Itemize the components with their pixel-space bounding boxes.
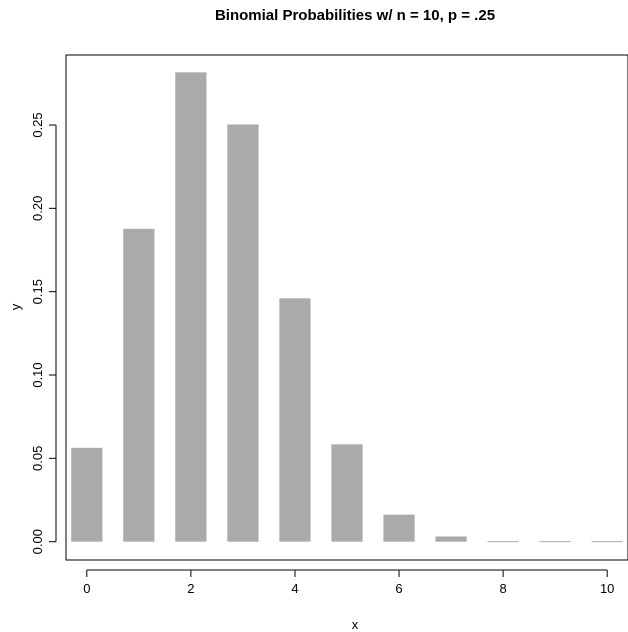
y-tick-label-0.10: 0.10 <box>30 362 45 387</box>
y-axis-label: y <box>8 303 23 310</box>
x-tick-label-2: 2 <box>187 581 194 596</box>
y-tick-label-0.15: 0.15 <box>30 279 45 304</box>
bar-x-1 <box>123 228 155 542</box>
bar-x-0 <box>71 447 103 542</box>
chart-title: Binomial Probabilities w/ n = 10, p = .2… <box>215 7 495 24</box>
x-tick-label-10: 10 <box>600 581 614 596</box>
bar-x-2 <box>175 72 207 542</box>
bars-group <box>71 72 623 543</box>
x-axis: 0 2 4 6 8 10 <box>83 569 614 596</box>
plot-frame <box>65 54 628 561</box>
x-tick-label-0: 0 <box>83 581 90 596</box>
x-tick-label-8: 8 <box>499 581 506 596</box>
bar-x-7 <box>435 536 467 542</box>
y-tick-label-0.20: 0.20 <box>30 196 45 221</box>
bar-x-4 <box>279 298 311 542</box>
x-axis-label: x <box>352 617 359 632</box>
y-tick-label-0.25: 0.25 <box>30 112 45 137</box>
x-tick-label-6: 6 <box>395 581 402 596</box>
bar-x-5 <box>331 444 363 542</box>
x-tick-label-4: 4 <box>291 581 298 596</box>
y-tick-label-0.05: 0.05 <box>30 446 45 471</box>
y-tick-label-0.00: 0.00 <box>30 529 45 554</box>
y-axis: 0.00 0.05 0.10 0.15 0.20 0.25 <box>30 112 57 554</box>
bar-x-6 <box>383 514 415 542</box>
bar-x-3 <box>227 124 259 542</box>
